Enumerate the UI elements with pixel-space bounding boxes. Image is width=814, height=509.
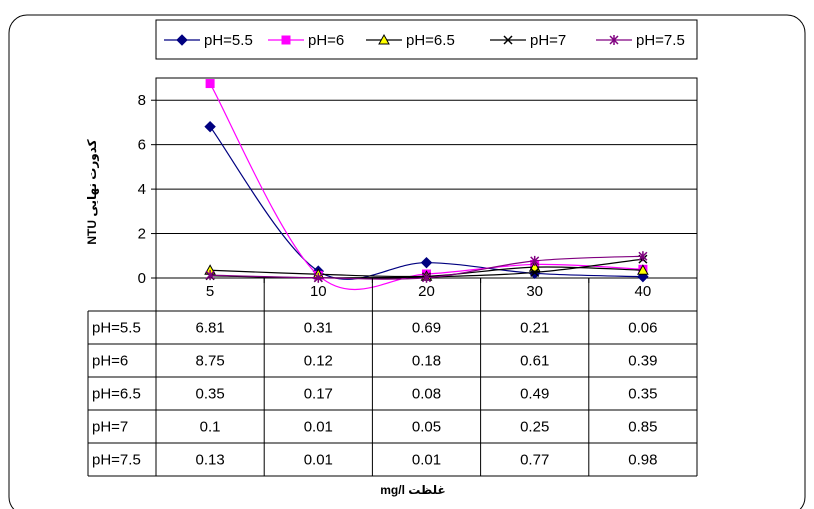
table-cell: 0.61 xyxy=(520,353,549,370)
table-cell: 0.01 xyxy=(304,452,333,469)
table-cell: 0.35 xyxy=(195,386,224,403)
table-row-header: pH=6 xyxy=(92,353,128,370)
data-point-1-1 xyxy=(204,120,216,133)
legend-label: pH=6.5 xyxy=(406,32,455,49)
data-point-2-1 xyxy=(205,79,215,89)
table-cell: 0.39 xyxy=(628,353,657,370)
legend-label: pH=6 xyxy=(308,32,344,49)
table-row-header: pH=7 xyxy=(92,419,128,436)
data-point-4-4 xyxy=(530,267,540,277)
legend-label: pH=7.5 xyxy=(636,32,685,49)
legend-marker-4 xyxy=(503,35,513,45)
table-row-header: pH=7.5 xyxy=(92,452,141,469)
data-point-5-1 xyxy=(205,270,215,281)
table-cell: 0.31 xyxy=(304,320,333,337)
data-point-5-2 xyxy=(313,272,323,283)
data-point-5-4 xyxy=(530,255,540,266)
y-tick-label: 0 xyxy=(138,270,146,287)
table-cell: 0.17 xyxy=(304,386,333,403)
data-point-5-3 xyxy=(421,272,432,283)
table-cell: 0.01 xyxy=(412,452,441,469)
data-point-3-5 xyxy=(637,264,649,275)
table-cell: 0.18 xyxy=(412,353,441,370)
table-cell: 0.21 xyxy=(520,320,549,337)
y-axis-label: کدورت نهایی NTU xyxy=(85,139,100,244)
legend-label: pH=7 xyxy=(530,32,566,49)
table-cell: 0.85 xyxy=(628,419,657,436)
table-row-header: pH=6.5 xyxy=(92,386,141,403)
table-cell: 0.1 xyxy=(200,419,221,436)
x-tick-label: 20 xyxy=(418,283,435,300)
x-tick-label: 40 xyxy=(635,283,652,300)
table-cell: 0.25 xyxy=(520,419,549,436)
table-cell: 0.06 xyxy=(628,320,657,337)
table-cell: 8.75 xyxy=(195,353,224,370)
table-cell: 0.69 xyxy=(412,320,441,337)
table-cell: 0.35 xyxy=(628,386,657,403)
table-cell: 0.05 xyxy=(412,419,441,436)
series-line-1 xyxy=(209,126,643,280)
table-cell: 0.01 xyxy=(304,419,333,436)
y-tick-label: 6 xyxy=(138,137,146,154)
legend-marker-2 xyxy=(281,35,291,45)
table-row-header: pH=5.5 xyxy=(92,320,141,337)
table-cell: 0.49 xyxy=(520,386,549,403)
table-cell: 0.13 xyxy=(195,452,224,469)
plot-area: 0 2 4 6 8 5 10 20 30 40 xyxy=(138,77,698,300)
x-tick-label: 10 xyxy=(310,283,327,300)
data-point-3-4 xyxy=(528,261,541,272)
x-axis-label: غلظت mg/l xyxy=(380,483,446,497)
table-cell: 6.81 xyxy=(195,320,224,337)
y-tick-label: 2 xyxy=(138,226,146,243)
table-cell: 0.77 xyxy=(520,452,549,469)
y-tick-label: 8 xyxy=(138,92,146,109)
chart-border xyxy=(8,14,806,509)
data-point-5-5 xyxy=(638,251,648,262)
x-tick-label: 30 xyxy=(526,283,543,300)
data-point-1-3 xyxy=(420,256,433,269)
legend-marker-1 xyxy=(176,34,188,46)
data-table: pH=5.5 6.81 0.31 0.69 0.21 0.06 pH=6 8.75 0.12 0.… xyxy=(87,278,698,477)
table-cell: 0.08 xyxy=(412,386,441,403)
x-tick-label: 5 xyxy=(206,283,214,300)
y-tick-label: 4 xyxy=(138,181,146,198)
legend-marker-5 xyxy=(609,35,619,45)
legend-label: pH=5.5 xyxy=(204,32,253,49)
table-cell: 0.12 xyxy=(304,353,333,370)
legend: pH=5.5 pH=6 pH=6.5 pH=7 pH=7.5 xyxy=(155,19,698,60)
legend-marker-3 xyxy=(378,33,390,45)
table-cell: 0.98 xyxy=(628,452,657,469)
